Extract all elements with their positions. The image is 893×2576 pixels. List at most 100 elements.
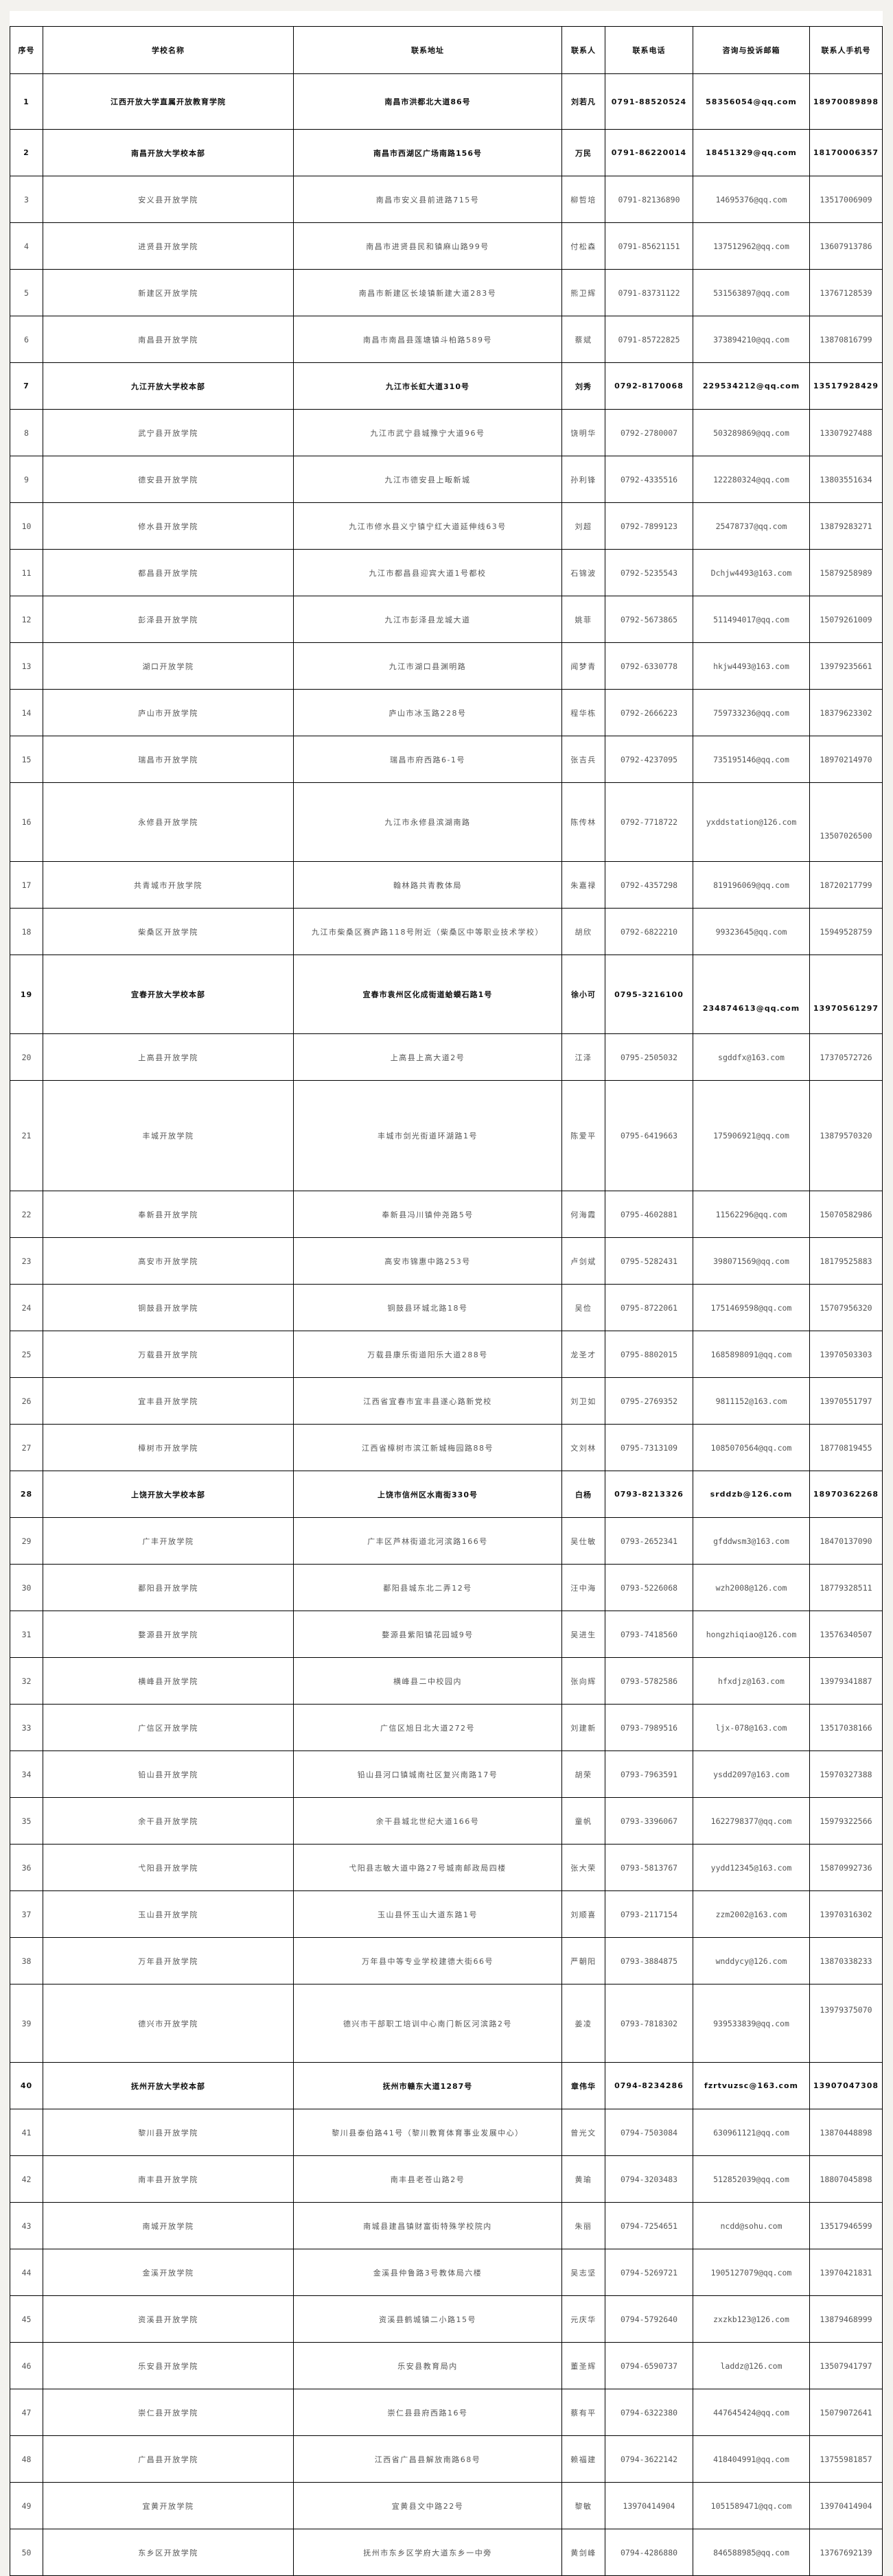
table-row: 9 德安县开放学院 九江市德安县上畈新城 孙利锋 0792-4335516 1222803… <box>10 456 883 503</box>
cell-contact-person: 严朝阳 <box>561 1937 605 1984</box>
cell-phone: 0795-5282431 <box>605 1237 693 1285</box>
cell-no: 43 <box>10 2202 43 2249</box>
cell-no: 49 <box>10 2482 43 2529</box>
cell-mobile: 18379623302 <box>809 689 883 736</box>
cell-contact-person: 朱嘉禄 <box>561 861 605 909</box>
cell-school-name: 万年县开放学院 <box>43 1937 294 1984</box>
cell-mobile: 18720217799 <box>809 861 883 909</box>
cell-school-name: 南昌县开放学院 <box>43 316 294 363</box>
cell-contact-person: 龙圣才 <box>561 1331 605 1378</box>
cell-email: 1051589471@qq.com <box>693 2482 810 2529</box>
cell-school-name: 进贤县开放学院 <box>43 222 294 270</box>
cell-phone: 0794-6322380 <box>605 2389 693 2436</box>
cell-phone: 0793-8213326 <box>605 1471 693 1518</box>
header-contact: 联系人 <box>561 26 605 74</box>
cell-no: 15 <box>10 736 43 783</box>
cell-no: 8 <box>10 409 43 456</box>
table-row: 21 丰城开放学院 丰城市剑光街道环湖路1号 陈爱平 0795-6419663 17590… <box>10 1080 883 1191</box>
cell-no: 29 <box>10 1517 43 1565</box>
table-row: 30 鄱阳县开放学院 鄱阳县城东北二弄12号 汪中海 0793-5226068 wzh20… <box>10 1564 883 1611</box>
cell-school-name: 乐安县开放学院 <box>43 2342 294 2389</box>
cell-contact-person: 柳哲培 <box>561 176 605 223</box>
cell-address: 婺源县紫阳镇花园城9号 <box>293 1611 562 1658</box>
cell-contact-person: 张向辉 <box>561 1657 605 1705</box>
cell-phone: 0792-7899123 <box>605 502 693 550</box>
cell-mobile: 18807045898 <box>809 2155 883 2203</box>
table-row: 10 修水县开放学院 九江市修水县义宁镇宁红大道延伸线63号 刘超 0792-78991… <box>10 502 883 550</box>
cell-mobile: 13517928429 <box>809 362 883 410</box>
cell-address: 南昌市西湖区广场南路156号 <box>293 129 562 176</box>
cell-contact-person: 吴俭 <box>561 1284 605 1331</box>
table-row: 13 湖口开放学院 九江市湖口县渊明路 闻梦青 0792-6330778 hkjw4493… <box>10 642 883 690</box>
cell-email: 819196069@qq.com <box>693 861 810 909</box>
cell-mobile: 13576340507 <box>809 1611 883 1658</box>
cell-contact-person: 章伟华 <box>561 2062 605 2109</box>
cell-school-name: 共青城市开放学院 <box>43 861 294 909</box>
cell-contact-person: 董圣辉 <box>561 2342 605 2389</box>
table-row: 17 共青城市开放学院 翰林路共青教体局 朱嘉禄 0792-4357298 8191960… <box>10 861 883 909</box>
cell-address: 南丰县老苍山路2号 <box>293 2155 562 2203</box>
cell-phone: 0792-6822210 <box>605 908 693 955</box>
cell-phone: 0791-88520524 <box>605 73 693 130</box>
header-row: 序号 学校名称 联系地址 联系人 联系电话 咨询与投诉邮箱 联系人手机号 <box>10 26 883 74</box>
table-row: 48 广昌县开放学院 江西省广昌县解放南路68号 赖福建 0794-3622142 418… <box>10 2435 883 2483</box>
cell-no: 10 <box>10 502 43 550</box>
cell-email: 58356054@qq.com <box>693 73 810 130</box>
cell-school-name: 横峰县开放学院 <box>43 1657 294 1705</box>
cell-contact-person: 蔡有平 <box>561 2389 605 2436</box>
cell-phone: 0793-7418560 <box>605 1611 693 1658</box>
cell-email: 531563897@qq.com <box>693 269 810 316</box>
cell-no: 14 <box>10 689 43 736</box>
cell-mobile: 13307927488 <box>809 409 883 456</box>
cell-mobile: 13979341887 <box>809 1657 883 1705</box>
cell-contact-person: 刘若凡 <box>561 73 605 130</box>
cell-email: 503289869@qq.com <box>693 409 810 456</box>
table-row: 36 弋阳县开放学院 弋阳县志敏大道中路27号城南邮政局四楼 张大荣 0793-5813… <box>10 1844 883 1891</box>
cell-contact-person: 饶明华 <box>561 409 605 456</box>
cell-address: 乐安县教育局内 <box>293 2342 562 2389</box>
cell-phone: 0792-4357298 <box>605 861 693 909</box>
cell-address: 宜春市袁州区化成街道蛤蟆石路1号 <box>293 955 562 1034</box>
cell-mobile: 18470137090 <box>809 1517 883 1565</box>
cell-email: wzh2008@126.com <box>693 1564 810 1611</box>
cell-contact-person: 吴仕敏 <box>561 1517 605 1565</box>
cell-mobile: 13507026500 <box>809 782 883 862</box>
cell-no: 25 <box>10 1331 43 1378</box>
cell-mobile: 13970551797 <box>809 1377 883 1425</box>
cell-school-name: 宜黄开放学院 <box>43 2482 294 2529</box>
cell-email: yxddstation@126.com <box>693 782 810 862</box>
cell-address: 九江市德安县上畈新城 <box>293 456 562 503</box>
cell-mobile: 15949528759 <box>809 908 883 955</box>
cell-address: 万年县中等专业学校建德大街66号 <box>293 1937 562 1984</box>
cell-contact-person: 黄瑜 <box>561 2155 605 2203</box>
cell-contact-person: 张吉兵 <box>561 736 605 783</box>
cell-address: 江西省樟树市滨江新城梅园路88号 <box>293 1424 562 1471</box>
cell-phone: 0793-7818302 <box>605 1984 693 2063</box>
cell-email: laddz@126.com <box>693 2342 810 2389</box>
cell-no: 46 <box>10 2342 43 2389</box>
cell-address: 南昌市新建区长堎镇新建大道283号 <box>293 269 562 316</box>
cell-email: ljx-078@163.com <box>693 1704 810 1751</box>
table-row: 26 宜丰县开放学院 江西省宜春市宜丰县遂心路新党校 刘卫如 0795-2769352 9… <box>10 1377 883 1425</box>
table-row: 11 都昌县开放学院 九江市都昌县迎宾大道1号都校 石锦波 0792-5235543 Dc… <box>10 549 883 596</box>
cell-school-name: 丰城开放学院 <box>43 1080 294 1191</box>
cell-no: 28 <box>10 1471 43 1518</box>
cell-mobile: 13767692139 <box>809 2529 883 2576</box>
cell-email: 175906921@qq.com <box>693 1080 810 1191</box>
cell-no: 44 <box>10 2249 43 2296</box>
table-row: 43 南城开放学院 南城县建昌镇财富街特殊学校院内 朱丽 0794-7254651 ncd… <box>10 2202 883 2249</box>
cell-no: 50 <box>10 2529 43 2576</box>
cell-mobile: 18170006357 <box>809 129 883 176</box>
cell-no: 37 <box>10 1890 43 1938</box>
table-row: 27 樟树市开放学院 江西省樟树市滨江新城梅园路88号 文刘林 0795-7313109… <box>10 1424 883 1471</box>
cell-no: 3 <box>10 176 43 223</box>
cell-mobile: 13870448898 <box>809 2109 883 2156</box>
cell-phone: 0791-85722825 <box>605 316 693 363</box>
cell-phone: 0795-6419663 <box>605 1080 693 1191</box>
cell-contact-person: 刘超 <box>561 502 605 550</box>
table-row: 6 南昌县开放学院 南昌市南昌县莲塘镇斗柏路589号 蔡斌 0791-85722825 3… <box>10 316 883 363</box>
cell-phone: 0795-7313109 <box>605 1424 693 1471</box>
cell-no: 38 <box>10 1937 43 1984</box>
table-row: 40 抚州开放大学校本部 抚州市赣东大道1287号 章伟华 0794-8234286 fz… <box>10 2062 883 2109</box>
table-row: 22 奉新县开放学院 奉新县冯川镇仲尧路5号 何海霞 0795-4602881 11562… <box>10 1191 883 1238</box>
